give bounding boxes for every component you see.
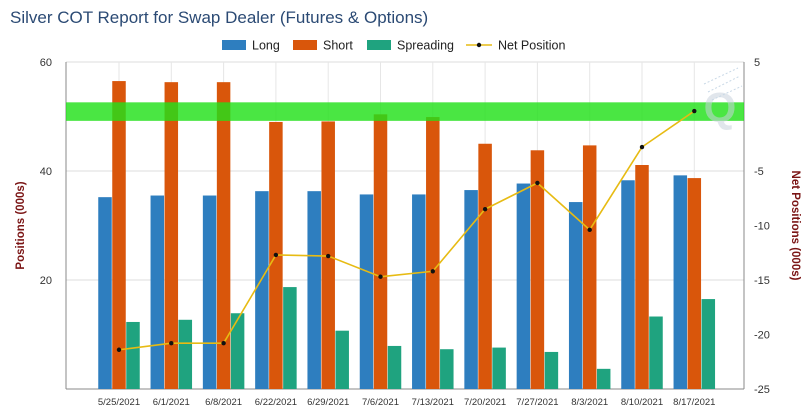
x-tick-label-7-6-2021: 7/6/2021 xyxy=(362,397,399,408)
legend-swatch-long xyxy=(222,40,246,50)
x-tick-label-8-17-2021: 8/17/2021 xyxy=(673,397,715,408)
bars-group xyxy=(98,81,716,390)
bar-short-7-13-2021 xyxy=(426,117,440,390)
net-position-line xyxy=(118,110,695,351)
bar-spreading-6-1-2021 xyxy=(178,319,193,389)
watermark-decor xyxy=(703,67,743,101)
bar-long-7-13-2021 xyxy=(412,194,426,389)
left-axis-title: Positions (000s) xyxy=(15,181,27,269)
bar-spreading-6-22-2021 xyxy=(283,287,297,389)
net-position-point-7-27-2021 xyxy=(535,180,540,186)
x-tick-label-6-29-2021: 6/29/2021 xyxy=(307,397,349,408)
left-tick-label-20: 20 xyxy=(40,275,52,287)
bar-spreading-7-6-2021 xyxy=(387,345,402,389)
bar-short-8-10-2021 xyxy=(635,165,649,389)
net-position-point-5-25-2021 xyxy=(116,347,122,352)
bar-short-5-25-2021 xyxy=(112,81,126,389)
net-position-point-6-29-2021 xyxy=(326,253,331,259)
legend-label-net-position: Net Position xyxy=(498,39,565,53)
net-position-point-7-6-2021 xyxy=(378,274,383,279)
bar-spreading-7-27-2021 xyxy=(544,351,559,389)
bar-spreading-6-29-2021 xyxy=(335,330,349,389)
bar-short-6-1-2021 xyxy=(164,82,179,389)
right-tick-label-15: -15 xyxy=(754,275,770,287)
bar-long-5-25-2021 xyxy=(98,197,112,389)
legend-marker-net-position xyxy=(476,42,482,48)
bar-short-6-8-2021 xyxy=(216,82,231,389)
bar-short-8-17-2021 xyxy=(687,178,702,389)
bar-spreading-8-3-2021 xyxy=(596,368,611,389)
x-tick-label-7-20-2021: 7/20/2021 xyxy=(464,397,506,408)
net-position-point-8-17-2021 xyxy=(692,108,697,114)
bar-long-7-6-2021 xyxy=(359,194,374,389)
bar-long-8-17-2021 xyxy=(673,175,688,389)
bar-spreading-8-10-2021 xyxy=(649,316,663,389)
x-tick-label-8-3-2021: 8/3/2021 xyxy=(571,397,608,408)
legend-label-long: Long xyxy=(252,39,280,53)
right-tick-label-10: -10 xyxy=(754,221,770,233)
right-tick-label-20: -20 xyxy=(754,330,770,342)
highlight-band xyxy=(66,102,744,121)
x-tick-label-7-13-2021: 7/13/2021 xyxy=(412,397,454,408)
bar-spreading-7-13-2021 xyxy=(440,349,454,389)
x-tick-label-6-22-2021: 6/22/2021 xyxy=(255,397,297,408)
net-position-point-8-10-2021 xyxy=(639,144,645,150)
right-axis-title: Net Positions (000s) xyxy=(789,171,801,281)
x-tick-label-8-10-2021: 8/10/2021 xyxy=(621,397,663,408)
legend-label-short: Short xyxy=(323,39,353,53)
x-tick-label-7-27-2021: 7/27/2021 xyxy=(516,397,558,408)
legend-swatch-spreading xyxy=(367,40,391,50)
bar-long-7-27-2021 xyxy=(516,183,531,389)
x-tick-label-6-8-2021: 6/8/2021 xyxy=(205,397,242,408)
chart-title: Silver COT Report for Swap Dealer (Futur… xyxy=(10,8,428,27)
bar-spreading-6-8-2021 xyxy=(230,313,245,389)
legend: Long Short Spreading Net Position xyxy=(222,39,565,53)
highlight-band-group xyxy=(66,102,744,121)
bar-long-6-1-2021 xyxy=(150,195,165,389)
axes-group: 204060-25-20-15-10-5055/25/20216/1/20216… xyxy=(15,57,801,408)
bar-short-7-6-2021 xyxy=(373,114,388,389)
bar-long-7-20-2021 xyxy=(464,190,478,389)
right-tick-label-5: -5 xyxy=(754,166,764,178)
bar-short-7-20-2021 xyxy=(478,143,492,389)
x-tick-label-5-25-2021: 5/25/2021 xyxy=(98,397,140,408)
bar-long-8-10-2021 xyxy=(621,180,635,389)
bar-long-6-29-2021 xyxy=(307,191,321,389)
left-tick-label-60: 60 xyxy=(40,57,52,69)
watermark-group: Q xyxy=(703,67,743,131)
net-position-point-6-22-2021 xyxy=(273,252,279,258)
bar-spreading-7-20-2021 xyxy=(492,347,506,389)
net-position-point-7-20-2021 xyxy=(482,206,488,212)
legend-label-spreading: Spreading xyxy=(397,39,454,53)
bar-long-8-3-2021 xyxy=(568,202,583,389)
legend-swatch-short xyxy=(293,40,317,50)
bar-spreading-8-17-2021 xyxy=(701,299,716,389)
right-tick-label-25: -25 xyxy=(754,384,770,396)
net-position-line-group xyxy=(116,108,697,352)
right-tick-label-5: 5 xyxy=(754,57,760,69)
net-position-point-6-8-2021 xyxy=(221,341,226,346)
bar-short-8-3-2021 xyxy=(582,145,597,389)
bar-long-6-8-2021 xyxy=(202,195,217,389)
bar-long-6-22-2021 xyxy=(255,191,269,389)
net-position-point-7-13-2021 xyxy=(430,269,435,274)
bar-short-7-27-2021 xyxy=(530,150,545,389)
net-position-point-8-3-2021 xyxy=(587,227,592,233)
x-tick-label-6-1-2021: 6/1/2021 xyxy=(153,397,190,408)
net-position-point-6-1-2021 xyxy=(169,341,174,346)
left-tick-label-40: 40 xyxy=(40,166,52,178)
bar-spreading-5-25-2021 xyxy=(126,321,140,389)
